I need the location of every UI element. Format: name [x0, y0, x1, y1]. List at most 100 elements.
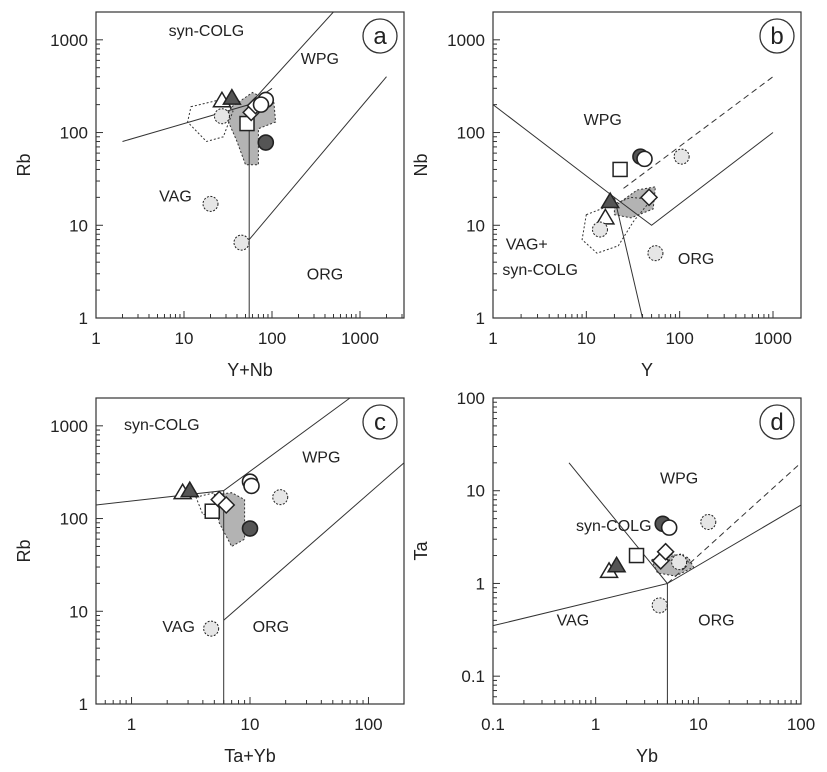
field-label: VAG — [557, 613, 590, 630]
plot-area — [493, 462, 801, 704]
panel-letter: d — [770, 409, 783, 436]
y-tick-label: 100 — [457, 124, 485, 143]
y-tick-label: 100 — [60, 124, 88, 143]
data-point-circle-dotted — [647, 245, 664, 262]
y-tick-label: 1 — [79, 695, 88, 714]
y-axis-title: Ta — [411, 541, 431, 561]
panel-c: 1 10 100 1 10 100 1000 Ta+Yb Rb syn-COLG WPG VAG ORG… — [14, 397, 405, 766]
field-boundary-2 — [667, 462, 801, 584]
y-tick-label: 100 — [60, 510, 88, 529]
data-point-triangle-open — [595, 207, 616, 225]
field-label: WPG — [584, 112, 622, 129]
data-point-triangle-filled — [222, 88, 242, 105]
plot-frame — [492, 397, 802, 705]
x-tick-label: 1 — [91, 329, 100, 348]
data-point-circle-dotted — [233, 234, 250, 251]
data-point-circle-open — [660, 519, 678, 536]
field-boundary-0 — [96, 398, 351, 704]
field-label: ORG — [253, 619, 289, 636]
x-axis-title: Ta+Yb — [224, 746, 276, 766]
y-tick-label: 1 — [476, 309, 485, 328]
y-tick-label: 1000 — [50, 31, 88, 50]
y-tick-label: 100 — [457, 389, 485, 408]
y-axis-title: Rb — [14, 153, 34, 176]
data-point-square-open — [204, 503, 220, 519]
field-boundary-1 — [614, 132, 774, 226]
x-tick-label: 0.1 — [481, 715, 505, 734]
field-label: WPG — [301, 51, 339, 68]
y-axis-title: Nb — [411, 153, 431, 176]
panel-letter-badge — [759, 18, 795, 54]
data-point-circle-dotted — [700, 513, 717, 530]
field-boundary-0 — [493, 504, 801, 704]
data-point-diamond-open — [640, 188, 659, 207]
data-point-circle-dotted — [591, 221, 608, 238]
data-region-1 — [666, 553, 690, 568]
x-tick-label: 1 — [591, 715, 600, 734]
x-axis-title: Y+Nb — [227, 360, 273, 380]
field-label: VAG+ — [506, 236, 548, 253]
data-point-diamond-open — [656, 542, 675, 561]
data-point-diamond-open — [217, 495, 236, 515]
data-point-triangle-filled — [179, 480, 200, 498]
field-label: WPG — [660, 470, 698, 487]
panel-letter: b — [770, 23, 783, 50]
data-point-circle-open — [243, 477, 260, 495]
field-label: VAG — [159, 189, 192, 206]
data-point-circle-open — [252, 96, 270, 113]
plot-area — [122, 12, 387, 318]
data-point-circle-dotted — [202, 195, 219, 212]
field-label: ORG — [307, 267, 343, 284]
panel-letter-badge — [759, 404, 795, 440]
y-tick-label: 10 — [466, 482, 485, 501]
x-tick-label: 100 — [258, 329, 286, 348]
x-axis-title: Y — [641, 360, 653, 380]
x-tick-label: 100 — [787, 715, 815, 734]
x-tick-label: 10 — [689, 715, 708, 734]
data-point-circle-dotted — [673, 148, 690, 165]
x-tick-label: 10 — [577, 329, 596, 348]
data-point-circle-dotted — [203, 620, 220, 637]
plot-frame — [95, 397, 405, 705]
data-region-1 — [581, 196, 653, 254]
field-label: syn-COLG — [124, 417, 200, 434]
data-point-square-open — [628, 547, 645, 564]
plot-area — [96, 398, 404, 704]
x-tick-label: 1 — [488, 329, 497, 348]
panel-a: 1 10 100 1000 1 10 100 1000 Y+Nb Rb syn-COLG WPG VAG… — [14, 11, 405, 380]
field-boundary-2 — [623, 76, 774, 189]
field-label: VAG — [162, 619, 195, 636]
y-tick-label: 1 — [476, 574, 485, 593]
field-label: ORG — [698, 613, 734, 630]
field-label: ORG — [678, 251, 714, 268]
x-tick-label: 1 — [127, 715, 136, 734]
data-point-triangle-filled — [600, 191, 620, 209]
x-tick-label: 100 — [665, 329, 693, 348]
data-point-circle-filled — [241, 520, 259, 537]
plot-area — [493, 76, 774, 318]
data-point-circle-filled — [257, 134, 275, 151]
data-point-square-open — [612, 161, 628, 178]
x-tick-label: 1000 — [341, 329, 379, 348]
field-label: WPG — [302, 450, 340, 467]
x-axis-title: Yb — [636, 746, 658, 766]
field-label: syn-COLG — [576, 518, 652, 535]
y-tick-label: 10 — [466, 216, 485, 235]
x-tick-label: 100 — [354, 715, 382, 734]
data-point-triangle-filled — [606, 555, 627, 573]
panel-letter: a — [373, 23, 387, 50]
x-tick-label: 10 — [175, 329, 194, 348]
field-boundary-1 — [223, 462, 404, 621]
y-tick-label: 1000 — [447, 31, 485, 50]
data-point-circle-dotted — [651, 597, 668, 614]
data-point-circle-dotted — [671, 554, 688, 571]
data-point-circle-open — [636, 150, 653, 168]
y-tick-label: 0.1 — [461, 667, 485, 686]
field-boundary-1 — [248, 76, 387, 240]
data-point-circle-dotted — [213, 108, 230, 125]
panel-b: 1 10 100 1000 1 10 100 1000 Y Nb WPG VAG+ syn-COLG OR… — [411, 11, 802, 380]
x-tick-label: 1000 — [754, 329, 792, 348]
plot-frame — [492, 11, 802, 319]
panel-d: 0.1 1 10 100 0.1 1 10 100 Yb Ta WPG syn-COLG VAG ORG d — [411, 389, 815, 766]
